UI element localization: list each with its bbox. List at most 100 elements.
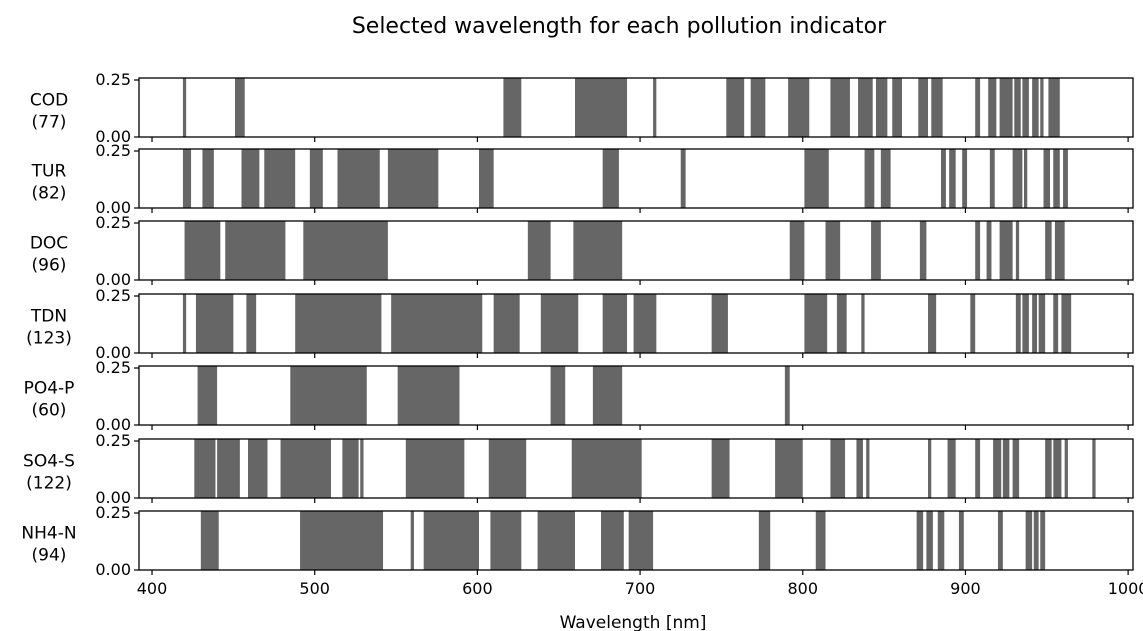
x-tick-label: 900 [950, 579, 981, 598]
series-name: SO4-S [23, 452, 75, 472]
bar-tur-2 [241, 149, 260, 208]
bar-po4-p-3 [550, 366, 566, 425]
bar-tur-7 [479, 149, 494, 208]
bar-po4-p-5 [784, 366, 790, 425]
bar-tdn-17 [1032, 294, 1038, 353]
series-name: NH4-N [21, 524, 76, 544]
x-tick-label: 800 [787, 579, 818, 598]
bar-tdn-15 [1015, 294, 1021, 353]
bar-doc-12 [1015, 221, 1020, 280]
bar-nh4-n-4 [490, 511, 522, 570]
bar-so4-s-11 [830, 439, 846, 498]
bar-tur-15 [962, 149, 968, 208]
bar-nh4-n-5 [537, 511, 575, 570]
bar-tur-12 [880, 149, 891, 208]
y-tick-label: 0.25 [95, 70, 131, 89]
bar-so4-s-22 [1064, 439, 1068, 498]
bar-tdn-0 [182, 294, 187, 353]
bar-tdn-18 [1038, 294, 1046, 353]
bar-doc-3 [527, 221, 551, 280]
panel-frame [138, 365, 1134, 426]
panel-so4-s: 0.25 0.00 SO4-S(122) [23, 431, 1134, 507]
series-count: (96) [32, 256, 67, 276]
y-tick-label: 0.00 [95, 270, 131, 289]
bar-tdn-10 [804, 294, 828, 353]
series-count: (82) [32, 184, 67, 204]
series-count: (60) [32, 401, 67, 421]
panel-frame [138, 510, 1134, 571]
bar-cod-16 [999, 78, 1013, 137]
chart-title: Selected wavelength for each pollution i… [352, 14, 887, 39]
bar-cod-11 [892, 78, 902, 137]
bar-so4-s-6 [405, 439, 465, 498]
bar-nh4-n-0 [200, 511, 219, 570]
bar-po4-p-1 [290, 366, 367, 425]
x-tick-label: 600 [462, 579, 493, 598]
y-tick-label: 0.00 [95, 198, 131, 217]
bar-tur-8 [602, 149, 619, 208]
bar-tur-21 [1063, 149, 1068, 208]
bar-cod-7 [788, 78, 810, 137]
bar-cod-12 [918, 78, 929, 137]
bar-so4-s-8 [571, 439, 642, 498]
bar-so4-s-2 [248, 439, 268, 498]
bar-doc-13 [1045, 221, 1052, 280]
bar-doc-14 [1054, 221, 1065, 280]
bar-tdn-8 [633, 294, 657, 353]
bar-nh4-n-2 [410, 511, 414, 570]
bar-cod-2 [503, 78, 522, 137]
y-tick-label: 0.00 [95, 415, 131, 434]
bar-doc-2 [303, 221, 388, 280]
bar-po4-p-4 [592, 366, 623, 425]
bar-nh4-n-16 [1033, 511, 1039, 570]
bar-nh4-n-10 [916, 511, 924, 570]
bar-so4-s-0 [194, 439, 216, 498]
series-count: (123) [26, 329, 72, 349]
panels: 0.250.00COD(77)0.250.00TUR(82)0.250.00DO… [21, 70, 1134, 579]
y-tick-label: 0.00 [95, 127, 131, 146]
bar-doc-7 [871, 221, 881, 280]
bar-nh4-n-12 [937, 511, 945, 570]
bar-tur-17 [1012, 149, 1023, 208]
bar-doc-4 [573, 221, 623, 280]
bar-tur-5 [337, 149, 380, 208]
bar-nh4-n-17 [1040, 511, 1046, 570]
x-axis-label: Wavelength [nm] [560, 613, 707, 631]
panel-nh4-n: 0.25 0.00 NH4-N(94) [21, 503, 1134, 579]
series-count: (94) [32, 546, 67, 566]
series-name: PO4-P [24, 379, 75, 399]
panel-frame [138, 220, 1134, 281]
bar-cod-14 [975, 78, 981, 137]
bar-doc-5 [789, 221, 805, 280]
panel-tdn: 0.25 0.00 TDN(123) [26, 286, 1134, 362]
bar-cod-17 [1014, 78, 1021, 137]
bar-doc-6 [825, 221, 841, 280]
bar-cod-18 [1022, 78, 1029, 137]
y-tick-label: 0.00 [95, 343, 131, 362]
bar-tdn-11 [836, 294, 847, 353]
panel-frame [138, 293, 1134, 354]
bar-so4-s-19 [1012, 439, 1020, 498]
bar-so4-s-15 [947, 439, 956, 498]
bar-cod-6 [750, 78, 766, 137]
bar-nh4-n-1 [300, 511, 384, 570]
y-tick-label: 0.00 [95, 560, 131, 579]
bar-tdn-13 [928, 294, 937, 353]
bar-tur-4 [309, 149, 323, 208]
bar-cod-8 [830, 78, 850, 137]
series-name: TDN [30, 307, 67, 327]
bar-so4-s-23 [1092, 439, 1096, 498]
panel-po4-p: 0.25 0.00 PO4-P(60) [24, 358, 1134, 434]
bar-nh4-n-3 [423, 511, 480, 570]
bar-tdn-19 [1053, 294, 1059, 353]
bar-tur-13 [941, 149, 946, 208]
bar-so4-s-5 [360, 439, 364, 498]
series-count: (77) [32, 113, 67, 133]
panel-frame [138, 438, 1134, 499]
bar-so4-s-20 [1045, 439, 1052, 498]
bar-doc-1 [225, 221, 286, 280]
x-axis: 400 500 600 700 800 900 1000 [137, 579, 1143, 598]
bar-tur-3 [264, 149, 296, 208]
bar-tdn-16 [1022, 294, 1029, 353]
bar-so4-s-13 [866, 439, 870, 498]
